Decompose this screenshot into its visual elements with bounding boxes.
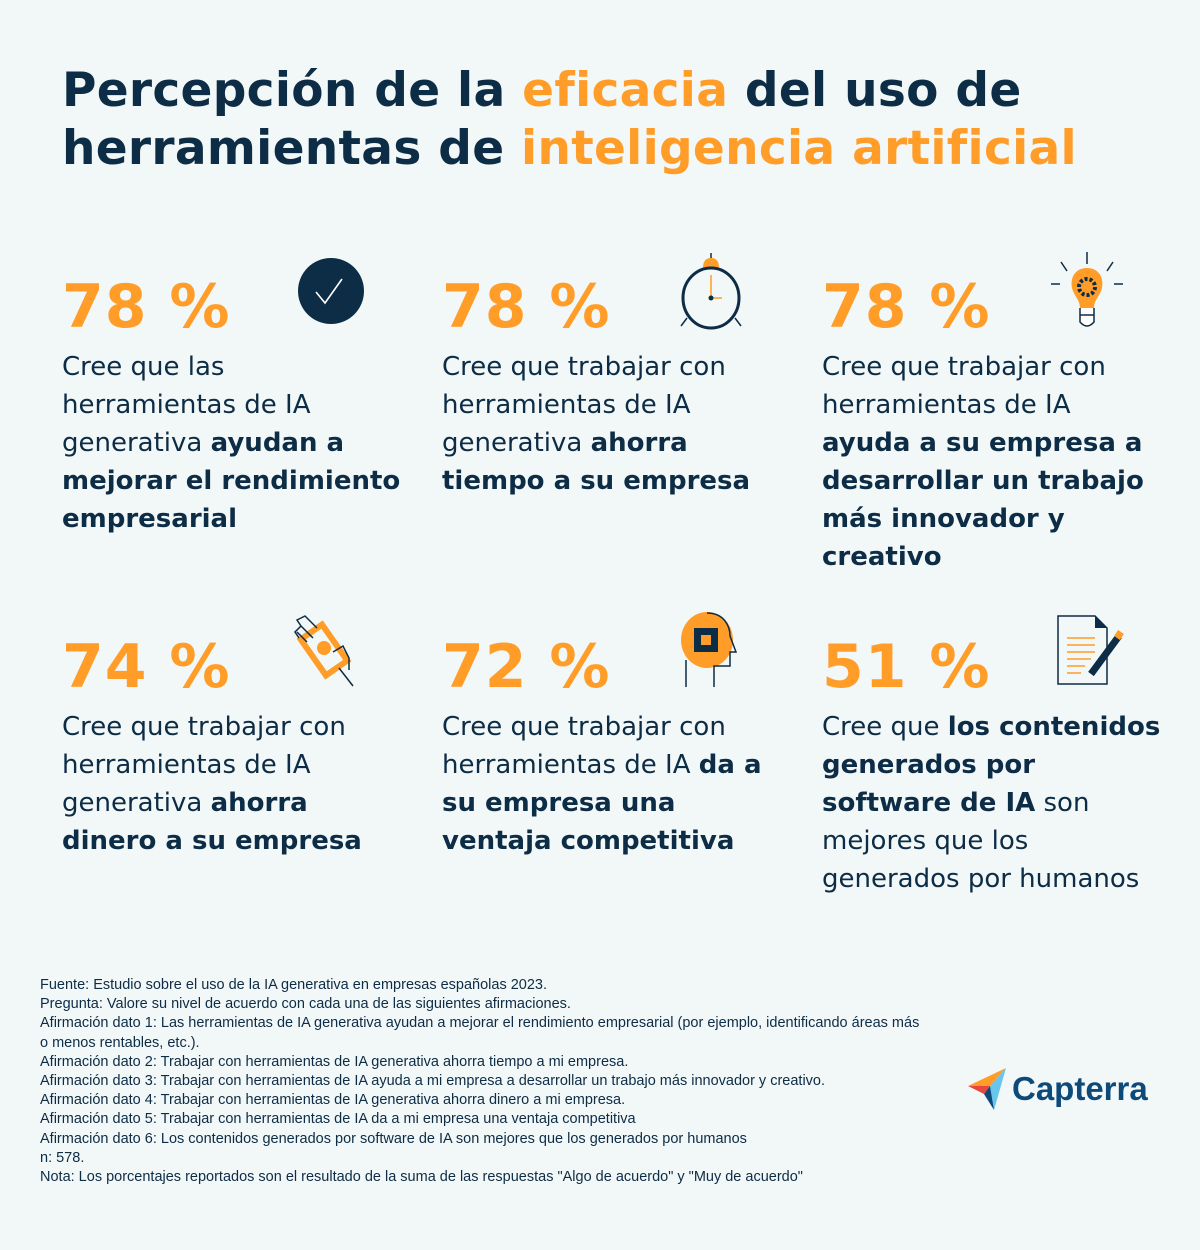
stat-text: Cree que trabajar con herramientas de IA (822, 352, 1106, 420)
footnote-line: Afirmación dato 2: Trabajar con herramie… (40, 1053, 629, 1070)
stat-text: Cree que trabajar con herramientas de IA… (62, 712, 346, 818)
capterra-logo-icon (968, 1068, 1006, 1110)
stat-percentage: 78 % (822, 272, 991, 342)
stat-card: 74 % Cree que trabajar con herramientas d… (62, 632, 402, 860)
title-accent: inteligencia artificial (521, 121, 1077, 176)
footnote-line: Pregunta: Valore su nivel de acuerdo con… (40, 996, 571, 1013)
title-accent: eficacia (522, 63, 729, 118)
footnote-line: Afirmación dato 4: Trabajar con herramie… (40, 1092, 626, 1109)
footnote-line: Afirmación dato 1: Las herramientas de I… (40, 1015, 924, 1051)
stat-text: Cree que trabajar con herramientas de IA… (442, 352, 726, 458)
stat-text: Cree que (822, 712, 948, 742)
footnote-line: Fuente: Estudio sobre el uso de la IA ge… (40, 977, 548, 993)
stat-highlight: ayudan a mejorar el rendimiento empresar… (62, 428, 401, 534)
stat-card: 78 % Cree que las herramientas de IA gene… (62, 272, 402, 538)
stat-text: Cree que las herramientas de IA generati… (62, 352, 311, 458)
stat-highlight: ayuda a su empresa a desarrollar un trab… (822, 428, 1144, 572)
stat-description: Cree que las herramientas de IA generati… (62, 348, 402, 538)
stat-card: 72 % Cree que trabajar con herramientas d… (442, 632, 782, 860)
stat-text: son mejores que los generados por humano… (822, 788, 1140, 894)
stat-description: Cree que trabajar con herramientas de IA… (442, 708, 782, 860)
title-text: herramientas de (62, 121, 522, 176)
stat-highlight: da a su empresa una ventaja competitiva (442, 750, 762, 856)
stat-highlight: ahorra dinero a su empresa (62, 788, 362, 856)
stat-description: Cree que los contenidos generados por so… (822, 708, 1162, 898)
footnote-line: Afirmación dato 6: Los contenidos genera… (40, 1130, 747, 1147)
stat-highlight: ahorra tiempo a su empresa (442, 428, 751, 496)
head-chip-icon (681, 612, 738, 687)
stat-percentage: 78 % (442, 272, 611, 342)
stat-description: Cree que trabajar con herramientas de IA… (62, 708, 402, 860)
check-circle-icon (298, 258, 364, 324)
stat-percentage: 51 % (822, 632, 991, 702)
footnotes: Fuente: Estudio sobre el uso de la IA ge… (40, 976, 920, 1187)
page-title: Percepción de la eficacia del uso de her… (62, 62, 1077, 178)
title-text: Percepción de la (62, 63, 523, 118)
stat-percentage: 74 % (62, 632, 231, 702)
title-text: del uso de (728, 63, 1022, 118)
title-line-1: Percepción de la eficacia del uso de (62, 62, 1077, 120)
stat-description: Cree que trabajar con herramientas de IA… (442, 348, 782, 500)
stat-text: Cree que trabajar con herramientas de IA (442, 712, 726, 780)
title-line-2: herramientas de inteligencia artificial (62, 120, 1077, 178)
stat-card: 51 % Cree que los contenidos generados po… (822, 632, 1162, 898)
stat-percentage: 78 % (62, 272, 231, 342)
footnote-line: Afirmación dato 5: Trabajar con herramie… (40, 1111, 636, 1128)
stat-percentage: 72 % (442, 632, 611, 702)
stat-description: Cree que trabajar con herramientas de IA… (822, 348, 1162, 576)
document-pen-icon (1057, 615, 1124, 685)
capterra-logo-text: Capterra (1012, 1070, 1148, 1107)
stat-card: 78 % Cree que trabajar con herramientas d… (822, 272, 1162, 576)
hand-money-icon (294, 615, 354, 687)
stat-highlight: los contenidos generados por software de… (822, 712, 1161, 818)
footnote-line: Nota: Los porcentajes reportados son el … (40, 1169, 803, 1186)
footnote-line: Afirmación dato 3: Trabajar con herramie… (40, 1073, 826, 1090)
stat-card: 78 % Cree que trabajar con herramientas d… (442, 272, 782, 500)
lightbulb-gear-icon (1051, 252, 1123, 327)
footnote-line: n: 578. (40, 1149, 85, 1166)
alarm-clock-icon (680, 253, 742, 330)
capterra-logo: Capterra (968, 1068, 1148, 1110)
